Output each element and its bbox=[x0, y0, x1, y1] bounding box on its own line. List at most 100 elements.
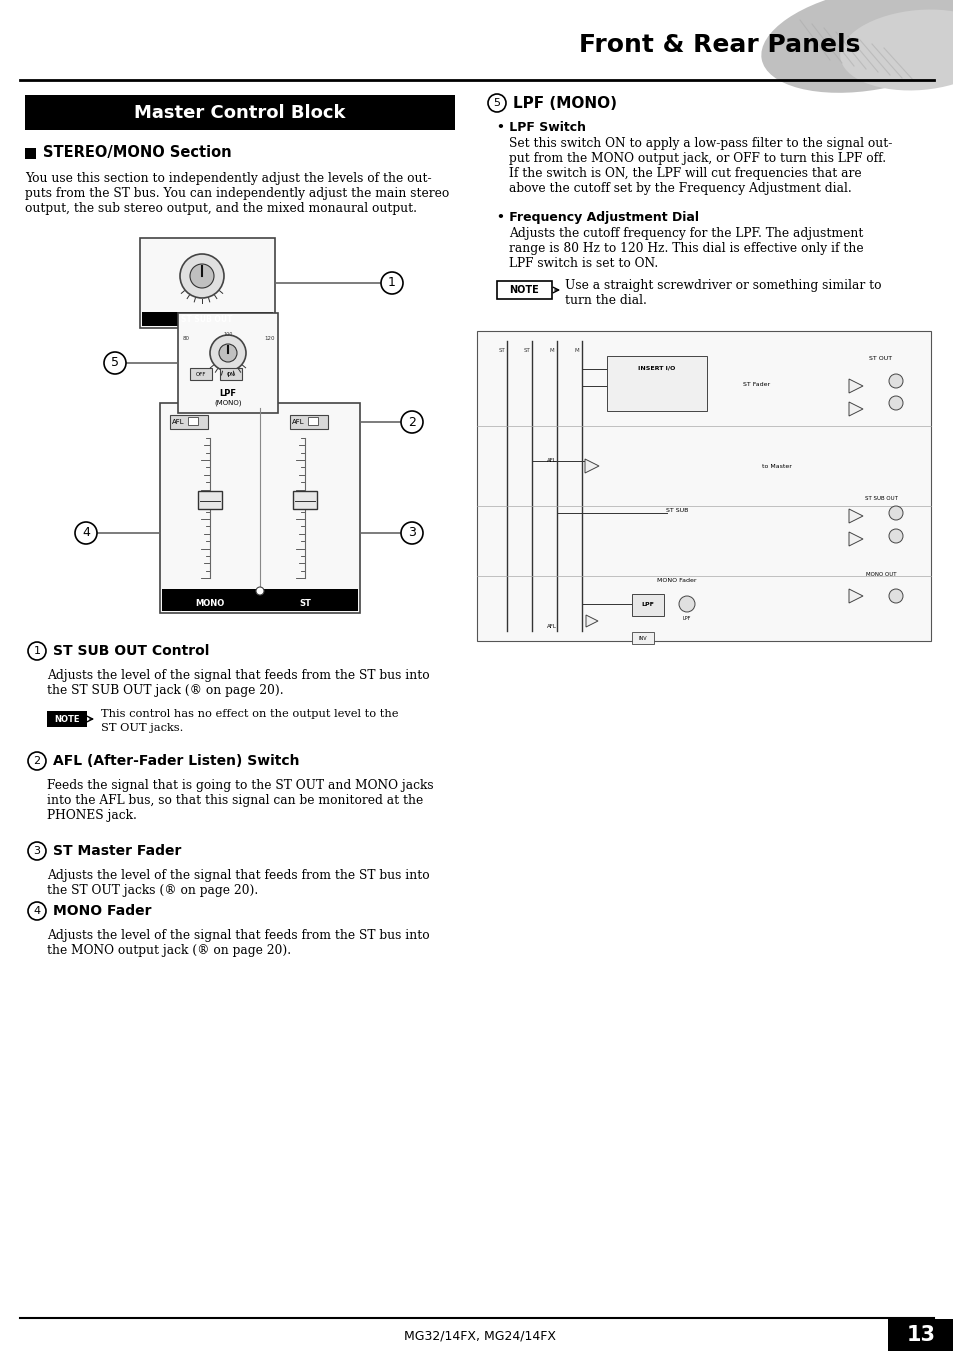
Text: PHONES jack.: PHONES jack. bbox=[47, 809, 136, 821]
Text: 100: 100 bbox=[223, 332, 233, 338]
Text: M: M bbox=[574, 349, 578, 354]
Text: ST: ST bbox=[498, 349, 505, 354]
Text: If the switch is ON, the LPF will cut frequencies that are: If the switch is ON, the LPF will cut fr… bbox=[509, 168, 861, 180]
Circle shape bbox=[888, 589, 902, 603]
Bar bbox=[25, 149, 36, 159]
Text: 5: 5 bbox=[111, 357, 119, 370]
Text: ST: ST bbox=[298, 598, 311, 608]
Text: MONO Fader: MONO Fader bbox=[657, 578, 696, 584]
Bar bbox=[190, 367, 212, 380]
Text: M: M bbox=[549, 349, 554, 354]
Text: LPF: LPF bbox=[640, 603, 654, 608]
Text: LPF (MONO): LPF (MONO) bbox=[513, 96, 617, 111]
Circle shape bbox=[28, 642, 46, 661]
Text: turn the dial.: turn the dial. bbox=[564, 295, 646, 307]
Bar bbox=[162, 589, 357, 611]
Text: range is 80 Hz to 120 Hz. This dial is effective only if the: range is 80 Hz to 120 Hz. This dial is e… bbox=[509, 242, 862, 255]
Text: INSERT I/O: INSERT I/O bbox=[638, 366, 675, 370]
Bar bbox=[178, 313, 277, 413]
Text: Adjusts the cutoff frequency for the LPF. The adjustment: Adjusts the cutoff frequency for the LPF… bbox=[509, 227, 862, 240]
Text: ST OUT: ST OUT bbox=[868, 357, 892, 362]
Bar bbox=[25, 95, 455, 130]
Circle shape bbox=[400, 411, 422, 434]
Bar bbox=[220, 367, 242, 380]
Text: the MONO output jack (® on page 20).: the MONO output jack (® on page 20). bbox=[47, 944, 291, 957]
Circle shape bbox=[28, 902, 46, 920]
Bar bbox=[47, 711, 87, 727]
Bar bbox=[606, 357, 706, 411]
Text: This control has no effect on the output level to the: This control has no effect on the output… bbox=[101, 709, 398, 719]
Text: Front & Rear Panels: Front & Rear Panels bbox=[578, 32, 860, 57]
Text: LPF: LPF bbox=[682, 616, 691, 621]
Circle shape bbox=[28, 753, 46, 770]
Text: MONO OUT: MONO OUT bbox=[864, 571, 895, 577]
Text: • LPF Switch: • LPF Switch bbox=[497, 122, 585, 134]
Bar bbox=[497, 281, 552, 299]
Circle shape bbox=[488, 95, 505, 112]
Text: Set this switch ON to apply a low-pass filter to the signal out-: Set this switch ON to apply a low-pass f… bbox=[509, 136, 891, 150]
Circle shape bbox=[888, 396, 902, 409]
Text: Master Control Block: Master Control Block bbox=[134, 104, 345, 122]
Text: ST SUB OUT: ST SUB OUT bbox=[181, 315, 233, 323]
Text: Adjusts the level of the signal that feeds from the ST bus into: Adjusts the level of the signal that fee… bbox=[47, 869, 429, 882]
Circle shape bbox=[210, 335, 246, 372]
Text: to Master: to Master bbox=[761, 463, 791, 469]
Text: Use a straight screwdriver or something similar to: Use a straight screwdriver or something … bbox=[564, 280, 881, 292]
Text: 80: 80 bbox=[182, 335, 190, 340]
Bar bbox=[631, 632, 654, 644]
Polygon shape bbox=[584, 459, 598, 473]
Text: the ST OUT jacks (® on page 20).: the ST OUT jacks (® on page 20). bbox=[47, 884, 258, 897]
Polygon shape bbox=[848, 380, 862, 393]
Text: AFL: AFL bbox=[546, 624, 557, 628]
Bar bbox=[476, 331, 930, 640]
Text: OFF: OFF bbox=[195, 372, 206, 377]
Polygon shape bbox=[848, 403, 862, 416]
Text: AFL (After-Fader Listen) Switch: AFL (After-Fader Listen) Switch bbox=[53, 754, 299, 767]
Text: MG32/14FX, MG24/14FX: MG32/14FX, MG24/14FX bbox=[403, 1329, 556, 1343]
Text: 13: 13 bbox=[905, 1325, 935, 1346]
Text: MONO: MONO bbox=[195, 598, 224, 608]
Text: Adjusts the level of the signal that feeds from the ST bus into: Adjusts the level of the signal that fee… bbox=[47, 669, 429, 682]
Polygon shape bbox=[848, 589, 862, 603]
Circle shape bbox=[679, 596, 695, 612]
Text: 1: 1 bbox=[33, 646, 40, 657]
Text: 2: 2 bbox=[408, 416, 416, 428]
Text: ST: ST bbox=[523, 349, 530, 354]
Text: LPF switch is set to ON.: LPF switch is set to ON. bbox=[509, 257, 658, 270]
Text: MONO: MONO bbox=[195, 593, 224, 603]
Bar bbox=[170, 415, 208, 430]
Text: ST: ST bbox=[298, 593, 311, 603]
Text: AFL: AFL bbox=[546, 458, 557, 463]
Text: ON: ON bbox=[227, 372, 235, 377]
Text: 5: 5 bbox=[493, 99, 500, 108]
Text: (MONO): (MONO) bbox=[214, 400, 241, 407]
Bar bbox=[160, 403, 359, 613]
Text: STEREO/MONO Section: STEREO/MONO Section bbox=[43, 146, 232, 161]
Bar bbox=[308, 417, 317, 426]
Bar bbox=[290, 415, 328, 430]
Text: 3: 3 bbox=[33, 846, 40, 857]
Text: 4: 4 bbox=[82, 527, 90, 539]
Bar bbox=[887, 1319, 953, 1351]
Text: • Frequency Adjustment Dial: • Frequency Adjustment Dial bbox=[497, 211, 699, 224]
Circle shape bbox=[219, 345, 236, 362]
Polygon shape bbox=[585, 615, 598, 627]
Text: above the cutoff set by the Frequency Adjustment dial.: above the cutoff set by the Frequency Ad… bbox=[509, 182, 851, 195]
Bar bbox=[198, 490, 222, 509]
Text: MONO Fader: MONO Fader bbox=[53, 904, 152, 917]
Circle shape bbox=[190, 263, 213, 288]
Text: ST SUB: ST SUB bbox=[665, 508, 687, 513]
Text: puts from the ST bus. You can independently adjust the main stereo: puts from the ST bus. You can independen… bbox=[25, 186, 449, 200]
Text: AFL: AFL bbox=[172, 419, 184, 426]
Circle shape bbox=[104, 353, 126, 374]
Text: You use this section to independently adjust the levels of the out-: You use this section to independently ad… bbox=[25, 172, 431, 185]
Text: ST SUB OUT: ST SUB OUT bbox=[863, 497, 897, 501]
Text: put from the MONO output jack, or OFF to turn this LPF off.: put from the MONO output jack, or OFF to… bbox=[509, 153, 885, 165]
Text: LPF: LPF bbox=[219, 389, 236, 397]
Circle shape bbox=[888, 530, 902, 543]
Text: the ST SUB OUT jack (® on page 20).: the ST SUB OUT jack (® on page 20). bbox=[47, 684, 283, 697]
Bar bbox=[142, 312, 273, 326]
Text: 4: 4 bbox=[33, 907, 41, 916]
Circle shape bbox=[888, 374, 902, 388]
Ellipse shape bbox=[760, 0, 953, 93]
